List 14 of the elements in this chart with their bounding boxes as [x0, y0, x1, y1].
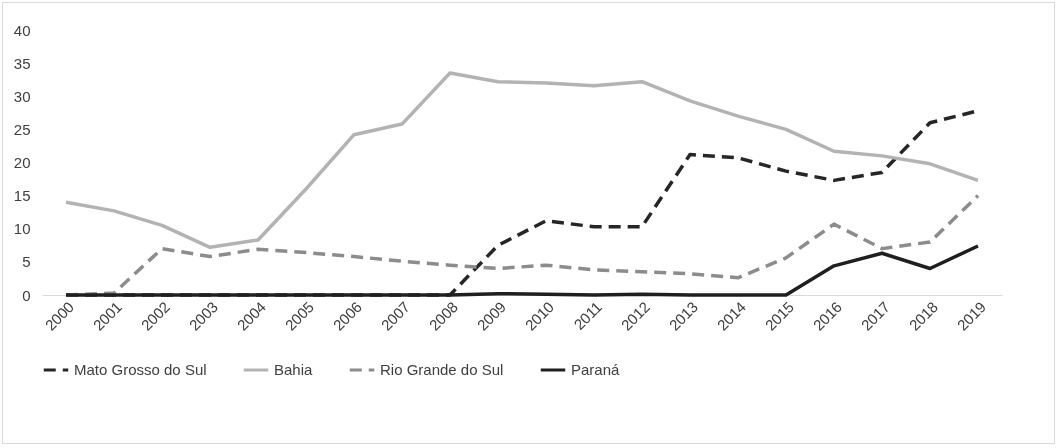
- legend-label: Rio Grande do Sul: [380, 361, 504, 378]
- legend-label: Bahia: [274, 361, 314, 378]
- legend-label: Paraná: [571, 361, 621, 378]
- line-series: [64, 71, 980, 250]
- y-tick-label: 15: [13, 187, 31, 205]
- y-tick-label: 10: [13, 220, 31, 238]
- y-tick-label: 25: [13, 120, 31, 138]
- y-tick-label: 30: [13, 87, 31, 105]
- y-tick-label: 5: [22, 253, 31, 271]
- legend-label: Mato Grosso do Sul: [74, 361, 207, 378]
- y-tick-label: 20: [13, 154, 31, 171]
- y-tick-label: 40: [13, 21, 31, 39]
- y-tick-label: 0: [22, 286, 31, 304]
- y-tick-label: 35: [13, 54, 31, 72]
